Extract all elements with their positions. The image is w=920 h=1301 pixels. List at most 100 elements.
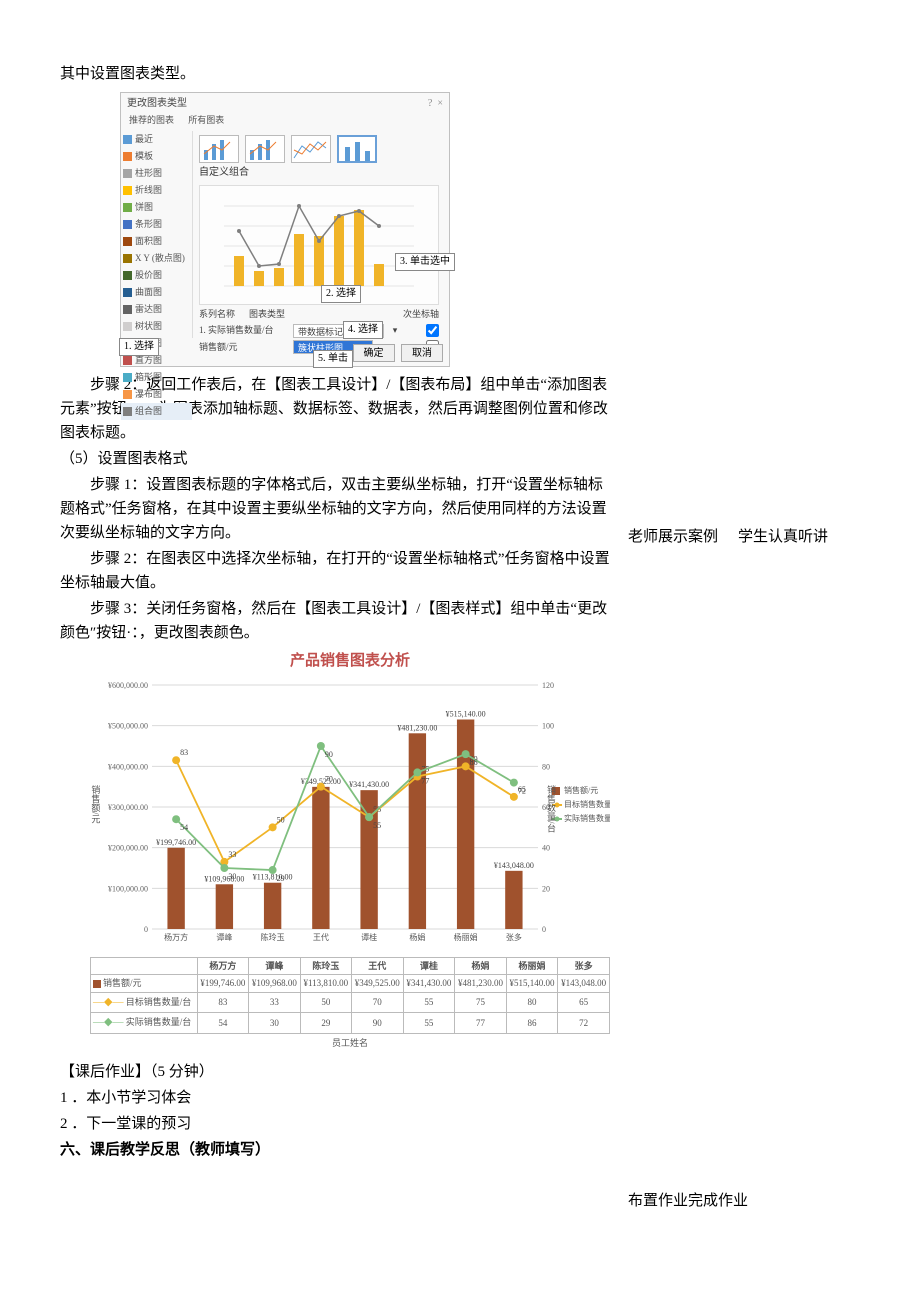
chart-type-7[interactable]: X Y (散点图) [121, 250, 192, 267]
svg-text:50: 50 [277, 815, 285, 824]
side-note-1b: 学生认真听讲 [738, 525, 828, 549]
callout-4: 4. 选择 [343, 321, 383, 339]
chart-type-11[interactable]: 树状图 [121, 318, 192, 335]
step3b: 步骤 3：关闭任务窗格，然后在【图表工具设计】/【图表样式】组中单击“更改颜色″… [60, 597, 610, 645]
svg-text:0: 0 [144, 925, 148, 934]
chart-type-16[interactable]: 组合图 [121, 403, 192, 420]
change-chart-type-dialog: 更改图表类型 ? × 推荐的图表 所有图表 最近模板柱形图折线图饼图条形图面积图… [120, 92, 450, 367]
y1-axis-title: 销售额/元 [88, 785, 102, 824]
charttype-icon [123, 152, 132, 161]
callout-1: 1. 选择 [119, 338, 159, 356]
side-note-1a: 老师展示案例 [628, 525, 718, 549]
thumb-2[interactable] [245, 135, 285, 163]
charttype-icon [123, 305, 132, 314]
svg-text:谭桂: 谭桂 [361, 932, 377, 942]
chart-type-15[interactable]: 瀑布图 [121, 386, 192, 403]
svg-text:90: 90 [325, 750, 333, 759]
svg-text:谭峰: 谭峰 [216, 932, 232, 942]
chart-type-8[interactable]: 股价图 [121, 267, 192, 284]
svg-text:¥100,000.00: ¥100,000.00 [108, 884, 148, 893]
charttype-icon [123, 373, 132, 382]
svg-text:30: 30 [228, 872, 236, 881]
hdr-type: 图表类型 [249, 307, 395, 321]
svg-text:29: 29 [277, 874, 285, 883]
charttype-icon [123, 186, 132, 195]
svg-text:55: 55 [373, 821, 381, 830]
svg-text:¥113,810.00: ¥113,810.00 [253, 873, 293, 882]
dialog-right-pane: 自定义组合 系列名称图表类型次坐 [193, 131, 445, 338]
series2-name: 销售额/元 [199, 340, 289, 354]
dialog-buttons: 确定 取消 [349, 344, 444, 362]
series1-secondary[interactable] [426, 324, 439, 337]
tab-all[interactable]: 所有图表 [188, 113, 224, 127]
chart-type-10[interactable]: 雷达图 [121, 301, 192, 318]
line-top: 其中设置图表类型。 [60, 62, 610, 86]
svg-text:86: 86 [470, 758, 478, 767]
svg-text:80: 80 [542, 762, 550, 771]
chart-data-table: 杨万方谭峰陈玲玉王代谭桂杨娟杨丽娟张多销售额/元¥199,746.00¥109,… [90, 957, 610, 1034]
thumb-1[interactable] [199, 135, 239, 163]
side-note-2: 布置作业完成作业 [628, 1189, 860, 1213]
svg-text:杨娟: 杨娟 [409, 932, 425, 942]
charttype-icon [123, 135, 132, 144]
sales-chart-block: 产品销售图表分析 销售额/元 销售数量/台 0 ¥100,000.00 ¥200,0… [90, 649, 610, 1050]
svg-text:40: 40 [542, 844, 550, 853]
svg-text:目标销售数量/台: 目标销售数量/台 [564, 799, 610, 809]
chart-type-6[interactable]: 面积图 [121, 233, 192, 250]
chart-type-3[interactable]: 折线图 [121, 182, 192, 199]
svg-text:77: 77 [421, 776, 429, 785]
subhead-5: （5）设置图表格式 [60, 447, 610, 471]
callout-2: 2. 选择 [321, 285, 361, 303]
svg-text:¥341,430.00: ¥341,430.00 [349, 780, 389, 789]
svg-text:¥143,048.00: ¥143,048.00 [494, 861, 534, 870]
svg-text:100: 100 [542, 722, 554, 731]
charttype-icon [123, 322, 132, 331]
svg-text:张多: 张多 [506, 932, 522, 942]
combo-preview [199, 185, 439, 305]
svg-text:杨万方: 杨万方 [164, 932, 188, 942]
svg-text:销售额/元: 销售额/元 [564, 785, 598, 795]
callout-5: 5. 单击 [313, 350, 353, 368]
combo-subtitle: 自定义组合 [199, 165, 445, 181]
homework-2: 2 ．下一堂课的预习 [60, 1112, 610, 1136]
combo-thumbs [193, 131, 445, 163]
charttype-icon [123, 220, 132, 229]
hdr-series: 系列名称 [199, 307, 245, 321]
step1b: 步骤 1：设置图表标题的字体格式后，双击主要纵坐标轴，打开“设置坐标轴标题格式”… [60, 473, 610, 545]
series1-name: 1. 实际销售数量/台 [199, 323, 289, 337]
chart-type-14[interactable]: 箱形图 [121, 369, 192, 386]
chart-title: 产品销售图表分析 [90, 649, 610, 673]
svg-text:陈玲玉: 陈玲玉 [261, 932, 285, 942]
charttype-icon [123, 237, 132, 246]
ok-button[interactable]: 确定 [353, 344, 395, 362]
svg-text:实际销售数量/台: 实际销售数量/台 [564, 813, 610, 823]
svg-text:¥515,140.00: ¥515,140.00 [446, 710, 486, 719]
step2b: 步骤 2：在图表区中选择次坐标轴，在打开的“设置坐标轴格式”任务窗格中设置坐标轴… [60, 547, 610, 595]
thumb-4[interactable] [337, 135, 377, 163]
charttype-icon [123, 356, 132, 365]
chart-type-5[interactable]: 条形图 [121, 216, 192, 233]
svg-text:王代: 王代 [313, 932, 329, 942]
svg-text:杨丽娟: 杨丽娟 [454, 932, 478, 942]
charttype-icon [123, 169, 132, 178]
chart-type-1[interactable]: 模板 [121, 148, 192, 165]
svg-text:83: 83 [180, 748, 188, 757]
svg-text:0: 0 [542, 925, 546, 934]
chart-type-2[interactable]: 柱形图 [121, 165, 192, 182]
x-axis-title: 员工姓名 [90, 1036, 610, 1050]
chart-type-0[interactable]: 最近 [121, 131, 192, 148]
chart-type-4[interactable]: 饼图 [121, 199, 192, 216]
svg-text:¥600,000.00: ¥600,000.00 [108, 681, 148, 690]
homework-1: 1 ．本小节学习体会 [60, 1086, 610, 1110]
svg-text:¥481,230.00: ¥481,230.00 [397, 723, 437, 732]
svg-text:¥400,000.00: ¥400,000.00 [108, 762, 148, 771]
thumb-3[interactable] [291, 135, 331, 163]
close-icon[interactable]: ? × [428, 96, 443, 112]
y2-axis-title: 销售数量/台 [544, 785, 558, 833]
svg-text:70: 70 [325, 775, 333, 784]
tab-recommended[interactable]: 推荐的图表 [129, 113, 174, 127]
svg-text:¥200,000.00: ¥200,000.00 [108, 844, 148, 853]
cancel-button[interactable]: 取消 [401, 344, 443, 362]
chart-type-9[interactable]: 曲面图 [121, 284, 192, 301]
hdr-sec: 次坐标轴 [399, 307, 439, 321]
